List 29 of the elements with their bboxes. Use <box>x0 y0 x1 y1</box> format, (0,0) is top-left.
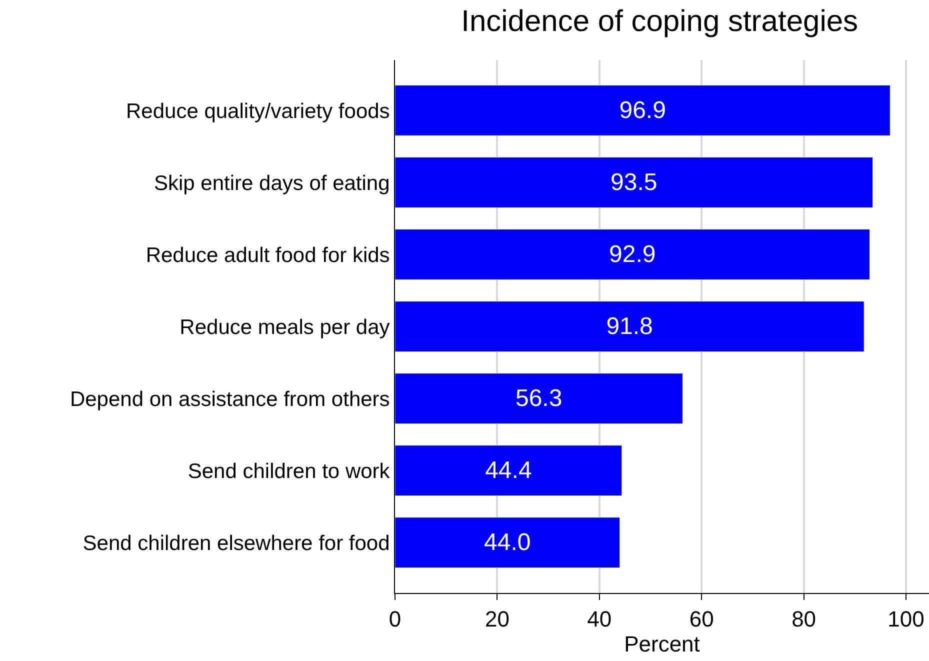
y-tick-label: Send children elsewhere for food <box>82 532 390 555</box>
x-tick-label: 0 <box>388 606 402 632</box>
x-tick-label: 20 <box>484 606 510 632</box>
x-tick-label: 60 <box>689 606 714 632</box>
bar <box>395 156 874 208</box>
x-tick-label: 40 <box>587 606 612 632</box>
bar <box>395 84 890 136</box>
y-tick-label: Skip entire days of eating <box>154 172 390 195</box>
bar <box>395 517 620 568</box>
y-tick-label: Reduce adult food for kids <box>146 244 390 267</box>
x-axis-title: Percent <box>624 631 700 656</box>
data-label: 92.9 <box>609 240 656 268</box>
y-tick-label: Send children to work <box>188 460 390 483</box>
data-label: 44.0 <box>484 529 531 556</box>
data-label: 93.5 <box>610 168 658 196</box>
bar <box>395 301 864 352</box>
chart-title: Incidence of coping strategies <box>461 4 858 38</box>
data-label: 96.9 <box>619 96 666 124</box>
bar <box>395 373 683 424</box>
x-tick-label: 100 <box>888 606 924 632</box>
bar <box>395 229 870 280</box>
data-label: 44.4 <box>485 457 532 484</box>
y-tick-label: Reduce meals per day <box>180 316 390 339</box>
y-tick-label: Reduce quality/variety foods <box>126 100 390 123</box>
x-tick-label: 80 <box>792 606 816 632</box>
data-label: 91.8 <box>606 313 653 340</box>
data-label: 56.3 <box>515 385 562 412</box>
bar <box>395 445 622 496</box>
y-tick-label: Depend on assistance from others <box>70 388 390 411</box>
